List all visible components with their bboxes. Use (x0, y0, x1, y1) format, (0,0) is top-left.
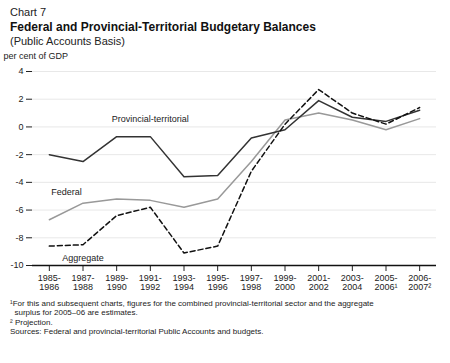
html-text:Federal and Provincial-Territo: Federal and Provincial-Territorial Budge… (10, 19, 316, 34)
svg-text:2003-2004: 2003-2004 (341, 272, 364, 291)
svg-text:1995-1996: 1995-1996 (206, 272, 229, 291)
svg-text:Aggregate: Aggregate (62, 252, 104, 262)
svg-text:1989-1990: 1989-1990 (105, 272, 128, 291)
svg-text:1997-1998: 1997-1998 (240, 272, 263, 291)
svg-text:0: 0 (18, 121, 23, 131)
html-text:² Projection.: ² Projection. (10, 317, 53, 327)
html-text:Chart 7: Chart 7 (10, 6, 47, 18)
svg-text:2001-2002: 2001-2002 (307, 272, 330, 291)
svg-text:2: 2 (18, 94, 23, 104)
html-text:¹For this and subsequent chart: ¹For this and subsequent charts, figures… (10, 298, 374, 318)
svg-text:-10: -10 (10, 260, 23, 270)
html-text:(Public Accounts Basis): (Public Accounts Basis) (10, 34, 125, 47)
svg-text:2005-2006¹: 2005-2006¹ (374, 272, 397, 291)
svg-text:1987-1988: 1987-1988 (71, 272, 94, 291)
svg-text:1985-1986: 1985-1986 (38, 272, 61, 291)
svg-text:Provincial-territorial: Provincial-territorial (112, 113, 189, 123)
svg-text:-8: -8 (15, 232, 23, 242)
svg-text:-6: -6 (15, 204, 23, 214)
svg-text:2006-2007²: 2006-2007² (408, 272, 431, 291)
svg-text:Federal: Federal (51, 186, 82, 196)
svg-text:4: 4 (18, 66, 23, 76)
svg-text:per cent of GDP: per cent of GDP (4, 50, 69, 60)
svg-text:-4: -4 (15, 177, 23, 187)
svg-text:1991-1992: 1991-1992 (139, 272, 162, 291)
svg-text:1999-2000: 1999-2000 (273, 272, 296, 291)
svg-text:-2: -2 (15, 149, 23, 159)
html-text:Sources: Federal and provincia: Sources: Federal and provincial-territor… (10, 327, 264, 337)
svg-text:1993-1994: 1993-1994 (172, 272, 195, 291)
